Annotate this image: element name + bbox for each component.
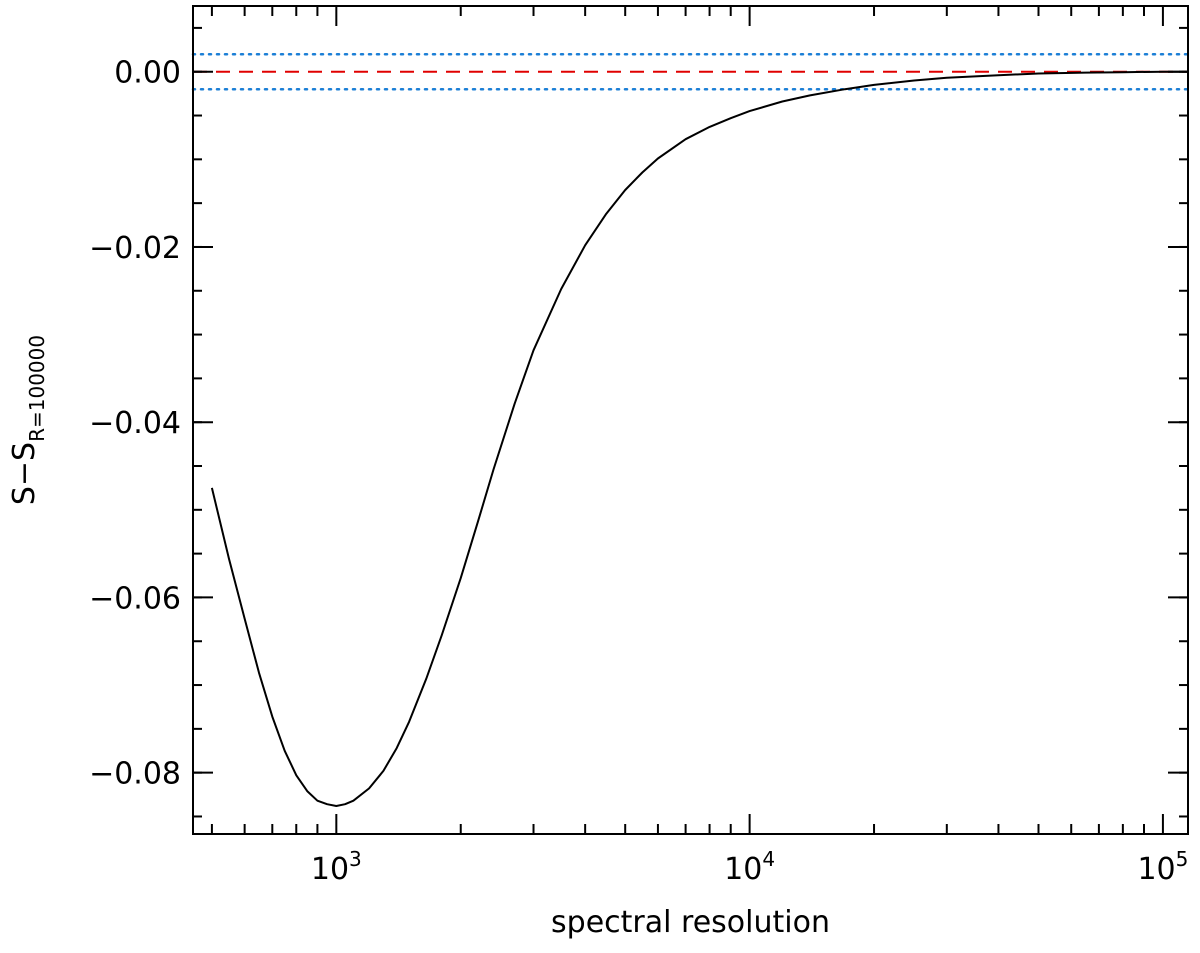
x-axis-title: spectral resolution [551, 905, 830, 940]
y-tick-label: −0.02 [89, 231, 181, 266]
y-tick-label: −0.08 [89, 757, 181, 792]
y-axis-title-main: S−S [7, 442, 42, 505]
plot-frame [192, 5, 1189, 835]
x-tick-label: 104 [724, 847, 775, 887]
y-tick-label: 0.00 [114, 56, 181, 91]
y-tick-label: −0.04 [89, 406, 181, 441]
series-layer [210, 70, 1188, 807]
x-tick-label-exponent: 4 [762, 847, 775, 871]
x-tick-label: 105 [1137, 847, 1188, 887]
y-axis-title-subscript: R=100000 [25, 335, 49, 442]
series-line-0 [210, 70, 1188, 807]
ticks-layer [193, 6, 1188, 834]
x-tick-label-exponent: 3 [349, 847, 362, 871]
x-tick-label: 103 [311, 847, 362, 887]
x-tick-label-exponent: 5 [1176, 847, 1189, 871]
y-tick-label: −0.06 [89, 581, 181, 616]
reference-lines [191, 52, 1190, 91]
x-tick-label-base: 10 [311, 852, 349, 887]
x-tick-label-base: 10 [1137, 852, 1175, 887]
x-tick-label-base: 10 [724, 852, 762, 887]
y-axis-title: S−SR=100000 [7, 335, 49, 505]
